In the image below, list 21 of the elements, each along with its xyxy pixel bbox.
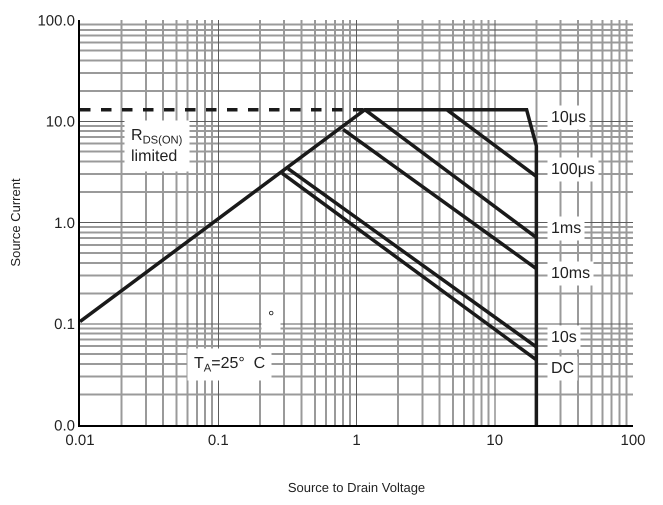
- annotation: °: [268, 309, 274, 326]
- annotation: 10ms: [551, 265, 590, 282]
- x-tick-label: 100: [620, 432, 646, 449]
- x-tick-label: 1: [352, 432, 361, 449]
- y-tick-label: 100.0: [37, 12, 75, 30]
- y-tick-label: 0.1: [54, 316, 75, 333]
- y-tick-label: 10.0: [46, 114, 75, 130]
- y-tick-label: 1.0: [54, 214, 75, 232]
- x-tick-label: 0.01: [65, 432, 95, 449]
- x-axis-title: Source to Drain Voltage: [288, 480, 426, 496]
- annotation: 10s: [551, 329, 577, 346]
- y-axis-title: Source Current: [8, 178, 23, 267]
- annotation: 10μs: [551, 109, 586, 126]
- y-tick-label: 0.0: [54, 417, 75, 434]
- annotation: T$_{A}$=25° C: [194, 355, 266, 374]
- annotation: DC: [551, 360, 574, 377]
- annotation: 100μs: [551, 161, 595, 178]
- annotation: R$_{DS(ON)}$ limited: [131, 127, 183, 165]
- x-tick-label: 0.1: [208, 432, 229, 449]
- x-tick-label: 10: [486, 432, 504, 449]
- annotation: 1ms: [551, 220, 582, 237]
